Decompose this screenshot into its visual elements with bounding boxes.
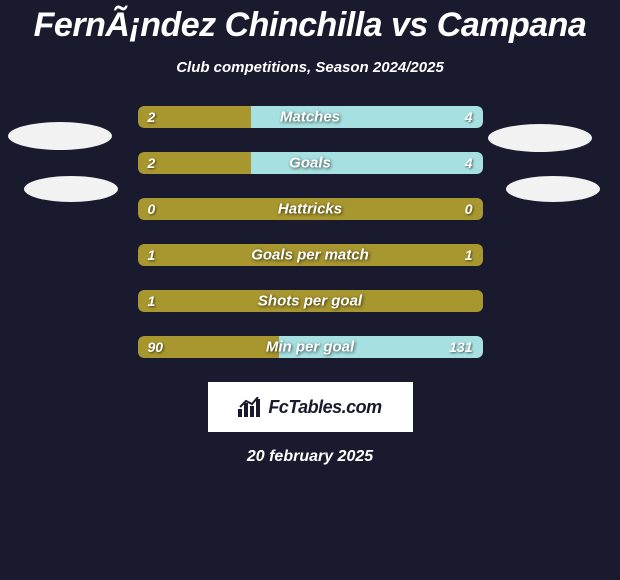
value-left: 1 xyxy=(148,247,156,263)
date-label: 20 february 2025 xyxy=(0,448,620,466)
row-label: Min per goal xyxy=(266,339,354,356)
row-label: Hattricks xyxy=(278,201,342,218)
stat-row: 1 Shots per goal xyxy=(138,290,483,312)
value-right: 4 xyxy=(465,155,473,171)
value-left: 2 xyxy=(148,109,156,125)
stat-row: 1 1 Goals per match xyxy=(138,244,483,266)
stat-row: 90 131 Min per goal xyxy=(138,336,483,358)
value-left: 2 xyxy=(148,155,156,171)
value-right: 1 xyxy=(465,247,473,263)
row-label: Goals per match xyxy=(251,247,369,264)
placeholder-ellipse xyxy=(8,122,112,150)
subtitle: Club competitions, Season 2024/2025 xyxy=(0,59,620,76)
row-label: Goals xyxy=(289,155,331,172)
placeholder-ellipse xyxy=(506,176,600,202)
placeholder-ellipse xyxy=(488,124,592,152)
value-right: 131 xyxy=(449,339,472,355)
value-right: 0 xyxy=(465,201,473,217)
value-left: 0 xyxy=(148,201,156,217)
logo-text: FcTables.com xyxy=(268,397,381,418)
value-left: 90 xyxy=(148,339,164,355)
placeholder-ellipse xyxy=(24,176,118,202)
value-right: 4 xyxy=(465,109,473,125)
value-left: 1 xyxy=(148,293,156,309)
bar-right xyxy=(251,152,482,174)
page-title: FernÃ¡ndez Chinchilla vs Campana xyxy=(0,0,620,45)
chart-icon xyxy=(238,397,262,417)
stat-row: 0 0 Hattricks xyxy=(138,198,483,220)
stat-row: 2 4 Matches xyxy=(138,106,483,128)
row-label: Matches xyxy=(280,109,340,126)
logo-box: FcTables.com xyxy=(208,382,413,432)
row-label: Shots per goal xyxy=(258,293,362,310)
stat-row: 2 4 Goals xyxy=(138,152,483,174)
